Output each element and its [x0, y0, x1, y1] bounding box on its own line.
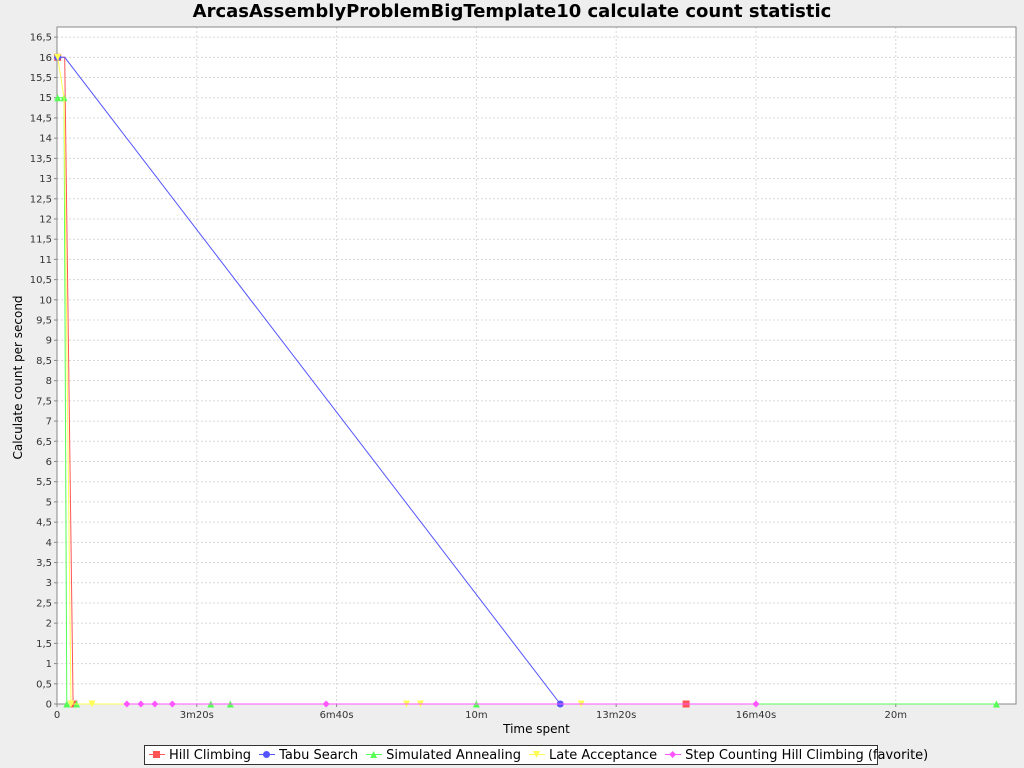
x-tick-label: 3m20s [180, 710, 214, 721]
y-tick-label: 3 [46, 578, 52, 589]
y-tick-label: 1,5 [36, 639, 52, 650]
y-tick-label: 12 [39, 214, 52, 225]
plot-area [57, 27, 1016, 704]
legend-label: Simulated Annealing [386, 747, 521, 763]
y-tick-label: 8 [46, 376, 52, 387]
y-tick-label: 1 [46, 659, 52, 670]
legend-label: Tabu Search [279, 747, 359, 763]
y-tick-label: 5 [46, 497, 52, 508]
y-tick-label: 13,5 [30, 154, 52, 165]
legend-item-tabu-search: Tabu Search [259, 748, 358, 763]
legend-label: Late Acceptance [548, 747, 658, 763]
data-point-simulated-annealing [992, 700, 1000, 708]
y-tick-label: 8,5 [36, 356, 52, 367]
y-tick-label: 11,5 [30, 235, 52, 246]
x-tick-label: 0 [54, 710, 60, 721]
y-tick-label: 10 [39, 295, 52, 306]
legend-swatch-icon [259, 750, 276, 760]
legend-item-late-acceptance: Late Acceptance [528, 747, 658, 763]
legend-swatch-icon [366, 750, 383, 760]
y-tick-label: 10,5 [30, 275, 52, 286]
x-tick-label: 6m40s [320, 710, 354, 721]
data-point-step-counting-hill-climbing-favorite [137, 700, 145, 708]
y-tick-label: 6,5 [36, 437, 52, 448]
y-tick-label: 15 [39, 93, 52, 104]
data-point-step-counting-hill-climbing-favorite [168, 700, 176, 708]
data-point-step-counting-hill-climbing-favorite [752, 700, 760, 708]
y-tick-label: 11 [39, 255, 52, 266]
y-tick-label: 16 [39, 53, 52, 64]
y-tick-label: 12,5 [30, 194, 52, 205]
legend-item-hill-climbing: Hill Climbing [149, 748, 251, 763]
x-tick-label: 13m20s [596, 710, 636, 721]
y-tick-label: 6 [46, 457, 52, 468]
data-point-step-counting-hill-climbing-favorite [322, 700, 330, 708]
x-tick-label: 10m [465, 710, 487, 721]
y-tick-label: 13 [39, 174, 52, 185]
data-point-step-counting-hill-climbing-favorite [151, 700, 159, 708]
data-point-simulated-annealing [63, 700, 71, 708]
legend: Hill Climbing Tabu Search Simulated Anneal… [144, 745, 928, 765]
legend-swatch-icon [149, 750, 165, 760]
y-tick-label: 0,5 [36, 679, 52, 690]
data-point-late-acceptance [54, 53, 62, 61]
chart-svg: 00,511,522,533,544,555,566,577,588,599,5… [11, 26, 1017, 736]
y-tick-label: 7 [46, 417, 52, 428]
legend-swatch-icon [528, 750, 545, 760]
y-tick-label: 5,5 [36, 477, 52, 488]
y-tick-label: 7,5 [36, 396, 52, 407]
data-point-simulated-annealing [54, 94, 62, 102]
y-tick-label: 9 [46, 336, 52, 347]
y-axis-label: Calculate count per second [11, 295, 25, 459]
x-tick-label: 20m [885, 710, 907, 721]
y-tick-label: 16,5 [30, 33, 52, 44]
y-tick-label: 4 [46, 538, 52, 549]
y-tick-label: 14 [39, 134, 52, 145]
legend-item-simulated-annealing: Simulated Annealing [366, 748, 521, 763]
y-tick-label: 2 [46, 619, 52, 630]
data-point-late-acceptance [88, 700, 96, 708]
chart-title: ArcasAssemblyProblemBigTemplate10 calcul… [192, 1, 832, 22]
legend-label: Step Counting Hill Climbing (favorite) [685, 747, 929, 763]
y-tick-label: 0 [46, 700, 52, 711]
y-tick-label: 2,5 [36, 598, 52, 609]
y-tick-label: 3,5 [36, 558, 52, 569]
y-tick-label: 14,5 [30, 113, 52, 124]
y-tick-label: 15,5 [30, 73, 52, 84]
legend-label: Hill Climbing [169, 747, 252, 763]
y-tick-label: 9,5 [36, 316, 52, 327]
x-tick-label: 16m40s [736, 710, 776, 721]
legend-item-step-counting-hill-climbing-favorite: Step Counting Hill Climbing (favorite) [665, 748, 928, 763]
x-axis-label: Time spent [502, 722, 570, 736]
data-point-step-counting-hill-climbing-favorite [123, 700, 131, 708]
y-tick-label: 4,5 [36, 518, 52, 529]
data-point-late-acceptance [67, 700, 75, 708]
legend-swatch-icon [665, 750, 682, 760]
